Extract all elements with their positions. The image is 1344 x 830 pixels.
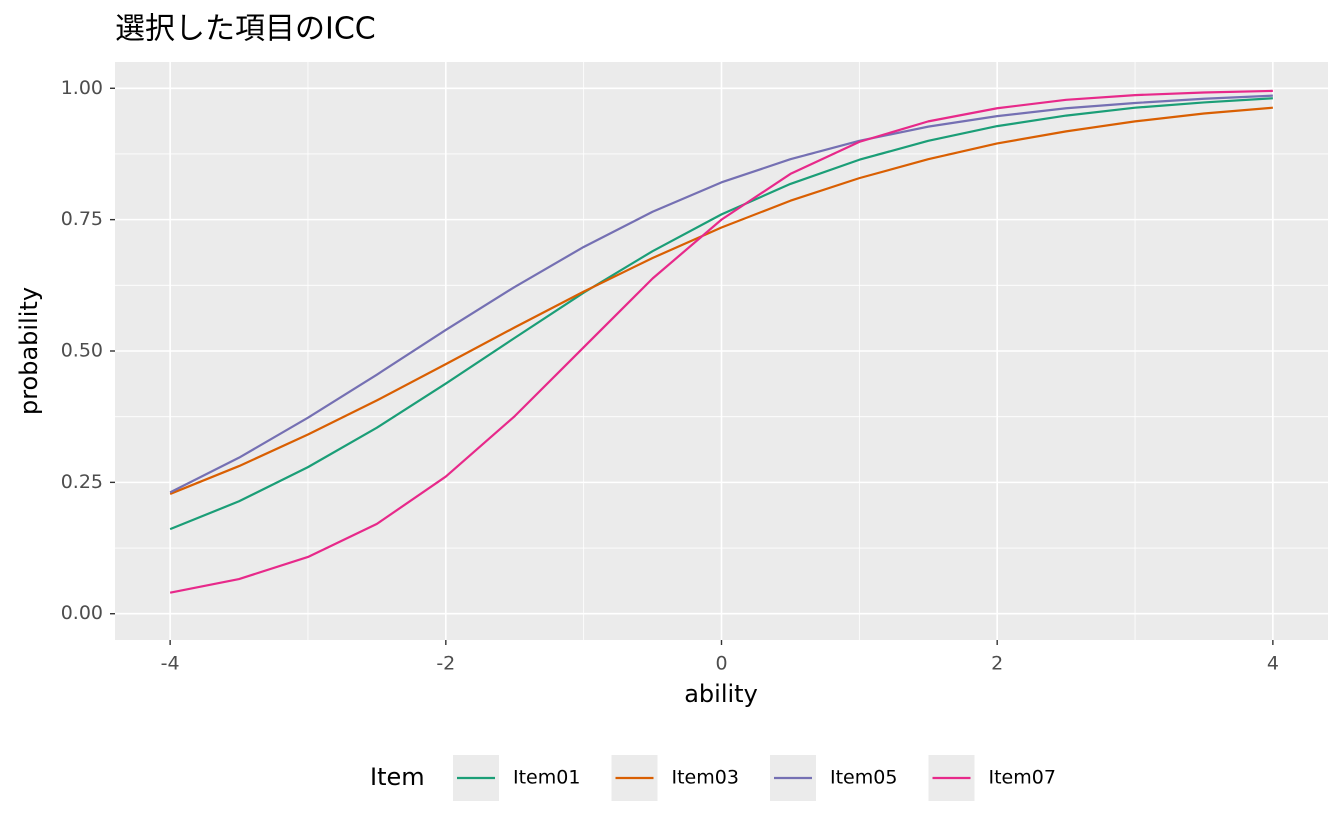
y-tick-label: 0.00 [61,602,103,624]
x-tick-label: 4 [1267,653,1279,675]
legend-label: Item07 [989,767,1056,789]
line [169,97,1273,531]
y-tick-label: 1.00 [61,77,103,99]
chart-title: 選択した項目のICC [115,12,376,47]
x-axis-title: ability [684,680,758,708]
line [169,94,1273,494]
x-tick-label: -2 [436,653,455,675]
legend-label: Item01 [513,767,580,789]
x-tick-label: -4 [161,653,180,675]
y-tick-label: 0.50 [61,340,103,362]
y-axis-title: probability [15,287,43,415]
x-tick-label: 2 [991,653,1003,675]
y-tick-label: 0.25 [61,471,103,493]
legend-label: Item05 [830,767,897,789]
y-tick-label: 0.75 [61,208,103,230]
x-tick-label: 0 [715,653,727,675]
legend-title: Item [370,763,425,791]
line [169,106,1273,495]
line [169,89,1273,594]
legend-label: Item03 [672,767,739,789]
